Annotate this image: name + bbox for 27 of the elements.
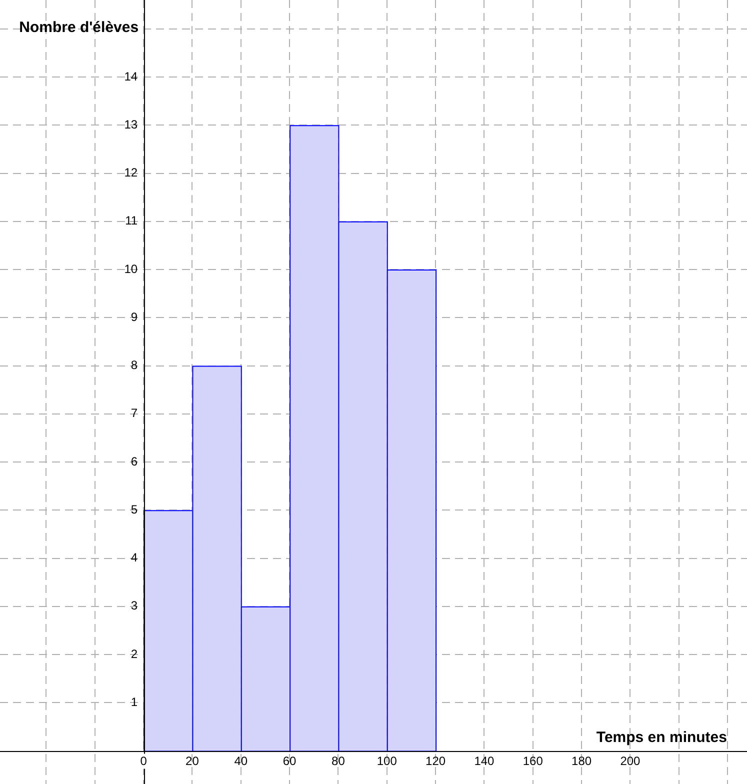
y-tick-label: 5 bbox=[130, 502, 138, 516]
x-tick-label: 200 bbox=[620, 754, 641, 768]
x-tick-label: 100 bbox=[376, 754, 398, 768]
x-tick-label: 140 bbox=[474, 754, 495, 768]
x-tick-label: 180 bbox=[572, 754, 592, 768]
y-tick-label: 3 bbox=[130, 598, 138, 613]
x-tick-label: 40 bbox=[234, 754, 248, 768]
y-tick-label: 4 bbox=[130, 550, 138, 565]
y-tick-label: 11 bbox=[125, 214, 138, 228]
x-tick-label: 120 bbox=[426, 754, 446, 768]
y-tick-label: 7 bbox=[130, 406, 138, 420]
x-tick-label: 60 bbox=[282, 754, 297, 768]
y-tick-label: 2 bbox=[130, 646, 138, 661]
x-axis-title: Temps en minutes bbox=[596, 728, 727, 746]
y-tick-label: 14 bbox=[124, 69, 138, 84]
y-tick-label: 6 bbox=[130, 454, 138, 468]
y-axis-title: Nombre d'élèves bbox=[19, 19, 139, 36]
y-tick-label: 13 bbox=[124, 117, 138, 132]
y-tick-label: 1 bbox=[130, 694, 138, 709]
x-tick-label: 80 bbox=[332, 754, 346, 768]
y-tick-label: 9 bbox=[130, 310, 138, 324]
y-tick-label: 10 bbox=[124, 262, 138, 276]
x-tick-label: 160 bbox=[522, 754, 544, 768]
y-tick-label: 8 bbox=[130, 358, 138, 372]
x-tick-label: 20 bbox=[186, 754, 200, 768]
x-tick-label: 0 bbox=[140, 754, 148, 768]
y-tick-label: 12 bbox=[124, 166, 138, 180]
